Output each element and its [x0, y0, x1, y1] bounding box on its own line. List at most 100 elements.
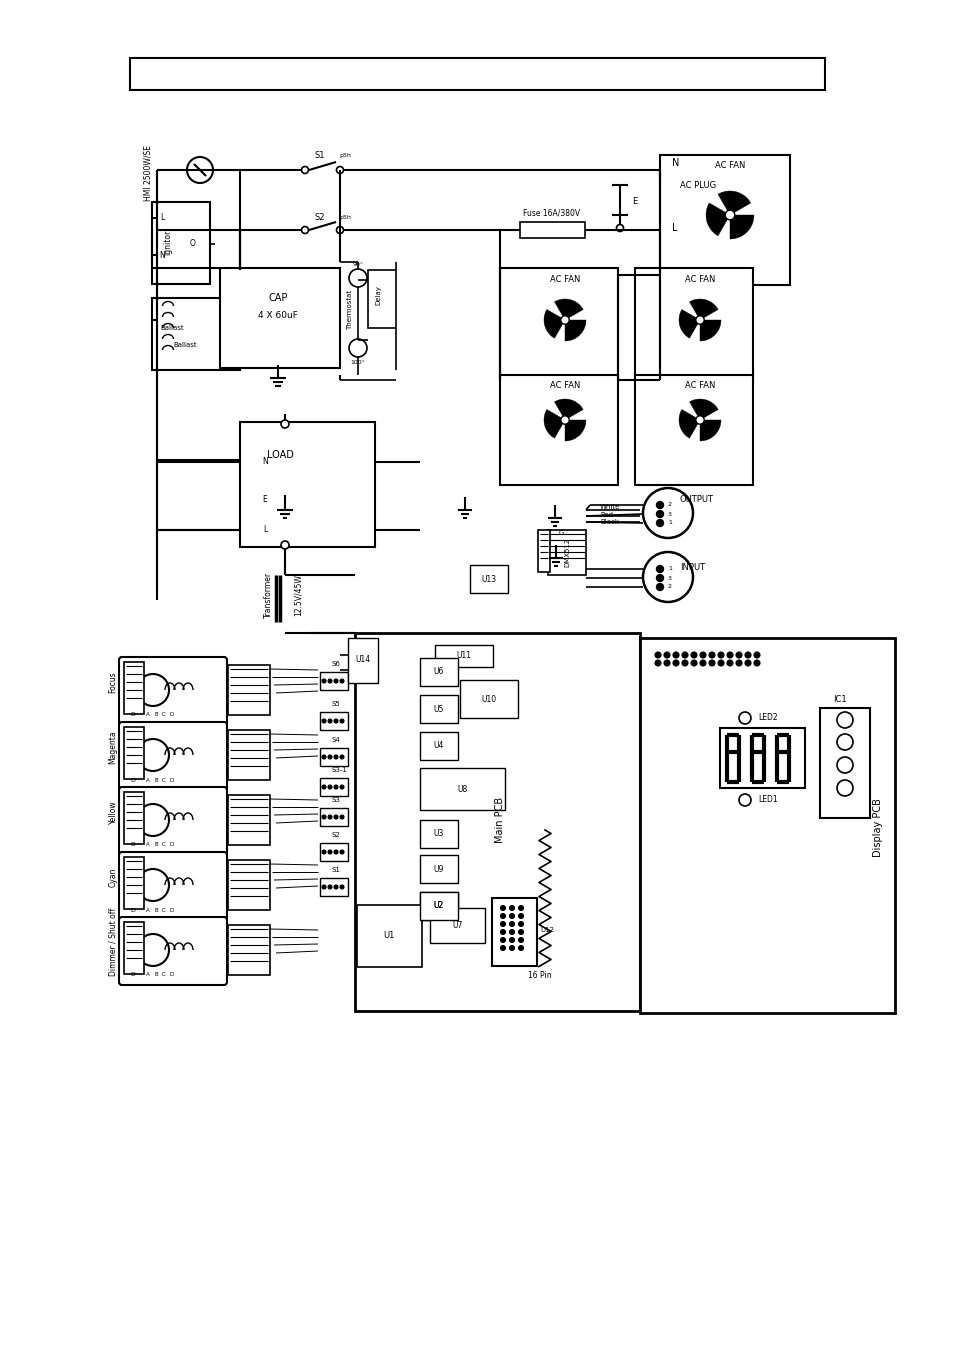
Text: N: N — [671, 158, 679, 168]
Text: U10: U10 — [481, 694, 497, 704]
Bar — [348, 638, 377, 684]
Bar — [659, 155, 789, 285]
Text: 12.5V/45W: 12.5V/45W — [294, 574, 302, 616]
Polygon shape — [705, 203, 727, 236]
Text: Dimmer / Shut off: Dimmer / Shut off — [109, 908, 117, 977]
Text: S2: S2 — [332, 832, 340, 838]
Text: S5: S5 — [332, 701, 340, 707]
Circle shape — [509, 929, 514, 935]
Bar — [228, 925, 270, 975]
Circle shape — [836, 734, 852, 750]
Bar — [419, 658, 457, 686]
Circle shape — [137, 869, 169, 901]
Text: 1: 1 — [667, 520, 671, 526]
Text: D: D — [170, 973, 174, 978]
Text: AC FAN: AC FAN — [684, 381, 715, 390]
Bar — [492, 898, 537, 966]
Text: U11: U11 — [456, 651, 471, 661]
Text: C: C — [162, 908, 166, 912]
Text: 3: 3 — [667, 576, 671, 581]
Circle shape — [334, 719, 337, 723]
Text: U5: U5 — [434, 704, 444, 713]
Bar — [130, 58, 824, 91]
Circle shape — [500, 946, 505, 951]
Text: S2: S2 — [314, 213, 325, 223]
Circle shape — [322, 719, 326, 723]
Bar — [419, 820, 457, 848]
Circle shape — [339, 850, 344, 854]
Text: S3-1: S3-1 — [332, 767, 348, 773]
Circle shape — [301, 166, 308, 173]
Bar — [419, 767, 504, 811]
Circle shape — [301, 227, 308, 234]
Text: U4: U4 — [434, 742, 444, 751]
Circle shape — [518, 921, 523, 927]
Circle shape — [726, 661, 732, 666]
Circle shape — [753, 661, 760, 666]
Bar — [547, 530, 585, 576]
Text: INPUT: INPUT — [679, 563, 704, 573]
Bar — [124, 662, 144, 713]
Circle shape — [339, 785, 344, 789]
Circle shape — [836, 757, 852, 773]
Circle shape — [336, 166, 343, 173]
Text: 4 X 60uF: 4 X 60uF — [258, 311, 297, 319]
Text: Main PCB: Main PCB — [495, 797, 504, 843]
Text: Yellow: Yellow — [109, 800, 117, 824]
Polygon shape — [700, 320, 720, 340]
Polygon shape — [718, 190, 750, 212]
Bar — [356, 905, 421, 967]
FancyBboxPatch shape — [119, 788, 227, 855]
Text: Transformer: Transformer — [263, 571, 273, 617]
Polygon shape — [729, 215, 753, 239]
Circle shape — [518, 938, 523, 943]
Text: D: D — [131, 908, 135, 912]
Bar — [319, 843, 348, 861]
Bar — [419, 694, 457, 723]
Text: U9: U9 — [434, 865, 444, 874]
Circle shape — [642, 488, 692, 538]
Text: B: B — [154, 777, 157, 782]
Circle shape — [672, 653, 679, 658]
Text: LED2: LED2 — [758, 713, 777, 723]
Text: L: L — [263, 526, 267, 535]
Text: N: N — [159, 250, 165, 259]
Text: Red: Red — [599, 512, 613, 517]
Bar — [124, 921, 144, 974]
Bar — [319, 671, 348, 690]
Text: B: B — [154, 712, 157, 717]
Circle shape — [739, 712, 750, 724]
Text: U14: U14 — [355, 655, 370, 665]
Circle shape — [690, 653, 697, 658]
Text: 100°: 100° — [351, 361, 365, 366]
Bar — [228, 665, 270, 715]
Circle shape — [735, 661, 741, 666]
Circle shape — [509, 921, 514, 927]
Bar — [499, 376, 618, 485]
Polygon shape — [554, 399, 582, 417]
Bar — [635, 376, 752, 485]
Text: Black: Black — [599, 519, 618, 526]
Bar — [124, 727, 144, 780]
Text: U6: U6 — [434, 667, 444, 677]
Circle shape — [137, 739, 169, 771]
Text: D: D — [170, 777, 174, 782]
Text: Ballast: Ballast — [160, 326, 184, 331]
Circle shape — [509, 905, 514, 911]
Text: DMX512: DMX512 — [563, 538, 569, 566]
Text: U13: U13 — [481, 574, 497, 584]
Bar — [319, 712, 348, 730]
Circle shape — [656, 566, 662, 573]
Circle shape — [672, 661, 679, 666]
Text: D: D — [131, 843, 135, 847]
Circle shape — [681, 661, 687, 666]
Circle shape — [322, 680, 326, 684]
Text: D: D — [170, 908, 174, 912]
Polygon shape — [689, 299, 718, 317]
Text: S3: S3 — [332, 797, 340, 802]
Circle shape — [334, 885, 337, 889]
Text: C: C — [162, 777, 166, 782]
Text: B: B — [154, 973, 157, 978]
Circle shape — [660, 226, 668, 234]
Bar — [435, 644, 493, 667]
